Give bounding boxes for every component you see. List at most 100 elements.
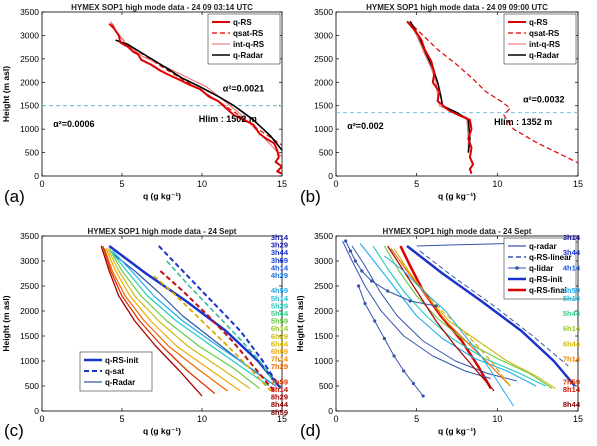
y-tick-label: 2500 bbox=[20, 54, 39, 64]
x-tick-label: 15 bbox=[573, 414, 583, 424]
x-tick-label: 0 bbox=[333, 179, 338, 189]
time-label: 4h14 bbox=[271, 263, 289, 272]
panel-d: HYMEX SOP1 high mode data - 24 Sept 0 5 10 1… bbox=[295, 227, 583, 440]
annotation: Hlim : 1352 m bbox=[494, 117, 552, 127]
time-label: 4h29 bbox=[271, 271, 288, 280]
series-line-11 bbox=[419, 250, 569, 367]
y-tick-label: 1000 bbox=[20, 356, 39, 366]
series-line-6 bbox=[383, 245, 553, 389]
chart-title: HYMEX SOP1 high mode data - 24 09 09:00 … bbox=[366, 3, 548, 12]
time-label: 5h44 bbox=[563, 309, 581, 318]
series-line-5 bbox=[372, 245, 546, 387]
time-label: 6h44 bbox=[563, 339, 581, 348]
legend-entry: q-lidar bbox=[529, 264, 553, 273]
time-label: 6h44 bbox=[271, 339, 289, 348]
legend-entry: qsat-RS bbox=[529, 29, 560, 38]
y-tick-label: 3500 bbox=[314, 7, 333, 17]
series-marker bbox=[421, 394, 425, 398]
annotation: α²=0.002 bbox=[347, 121, 383, 131]
y-tick-label: 3500 bbox=[20, 7, 39, 17]
legend: q-radar q-RS-linear q-lidar q-RS-init q-RS-f… bbox=[503, 237, 577, 300]
x-axis-label: q (g kg⁻¹) bbox=[143, 426, 181, 436]
series-line-11 bbox=[159, 270, 275, 392]
legend: q-RS-init q-sat q-Radar bbox=[79, 351, 153, 392]
y-tick-label: 1000 bbox=[20, 124, 39, 134]
time-label: 8h29 bbox=[271, 393, 288, 402]
series-marker bbox=[434, 304, 438, 308]
y-tick-label: 3500 bbox=[20, 231, 39, 241]
series-marker bbox=[348, 249, 353, 253]
panel-b: HYMEX SOP1 high mode data - 24 09 09:00 … bbox=[300, 3, 583, 206]
legend: q-RS qsat-RS int-q-RS q-Radar bbox=[207, 13, 281, 65]
series-line-q-radar bbox=[115, 39, 282, 151]
legend-entry: q-RS-final bbox=[529, 286, 567, 295]
legend-entry: q-Radar bbox=[233, 51, 263, 60]
x-tick-label: 0 bbox=[39, 179, 44, 189]
x-axis-label: q (g kg⁻¹) bbox=[438, 426, 476, 436]
series-marker bbox=[353, 259, 357, 263]
y-tick-label: 1500 bbox=[20, 101, 39, 111]
y-tick-label: 1500 bbox=[20, 331, 39, 341]
time-label: 5h29 bbox=[271, 301, 288, 310]
series-group bbox=[108, 21, 282, 175]
y-tick-label: 2500 bbox=[20, 281, 39, 291]
y-tick-label: 3000 bbox=[314, 30, 333, 40]
x-tick-label: 10 bbox=[197, 414, 207, 424]
series-group bbox=[342, 239, 578, 407]
series-line-0 bbox=[406, 245, 576, 387]
series-line-4 bbox=[110, 250, 270, 387]
y-tick-label: 2000 bbox=[20, 77, 39, 87]
legend-entry: q-Radar bbox=[105, 378, 135, 387]
panel-a: HYMEX SOP1 high mode data - 24 09 03:14 … bbox=[1, 3, 287, 206]
x-tick-label: 15 bbox=[277, 414, 287, 424]
x-tick-label: 10 bbox=[492, 179, 502, 189]
series-line-1 bbox=[399, 245, 492, 390]
time-label: 8h14 bbox=[563, 385, 581, 394]
series-line-13 bbox=[166, 260, 278, 387]
y-tick-label: 3000 bbox=[314, 256, 333, 266]
x-tick-label: 0 bbox=[333, 414, 338, 424]
x-tick-label: 10 bbox=[492, 414, 502, 424]
series-line-8 bbox=[103, 248, 228, 392]
time-label: 8h59 bbox=[271, 408, 288, 417]
y-tick-label: 2500 bbox=[314, 281, 333, 291]
time-label: 8h44 bbox=[563, 400, 581, 409]
series-line-5 bbox=[108, 248, 260, 389]
series-line-8 bbox=[390, 248, 511, 387]
series-line-13 bbox=[384, 255, 514, 407]
x-axis-label: q (g kg⁻¹) bbox=[143, 191, 181, 201]
time-label: 3h14 bbox=[271, 233, 289, 242]
series-line-4 bbox=[359, 243, 537, 387]
time-label: 5h59 bbox=[271, 317, 288, 326]
x-tick-label: 15 bbox=[277, 179, 287, 189]
series-marker bbox=[373, 319, 377, 323]
series-marker bbox=[369, 279, 374, 283]
time-label: 6h14 bbox=[563, 324, 581, 333]
series-group bbox=[406, 20, 578, 175]
y-axis-label: Height (m asl) bbox=[1, 66, 11, 122]
legend-entry: qsat-RS bbox=[233, 29, 264, 38]
time-label: 7h14 bbox=[271, 355, 289, 364]
time-label: 6h59 bbox=[271, 347, 288, 356]
series-marker bbox=[360, 269, 364, 273]
y-tick-label: 500 bbox=[319, 148, 333, 158]
panel-c: HYMEX SOP1 high mode data - 24 Sept 0 5 10 1… bbox=[1, 227, 289, 440]
panel-letter: (d) bbox=[300, 421, 321, 440]
series-marker bbox=[408, 299, 412, 303]
series-line-2 bbox=[342, 240, 492, 379]
series-line-1 bbox=[158, 245, 282, 390]
series-marker bbox=[356, 284, 361, 288]
y-tick-label: 0 bbox=[34, 406, 39, 416]
time-label: 7h29 bbox=[271, 362, 288, 371]
series-line-9 bbox=[102, 245, 216, 395]
y-tick-label: 500 bbox=[25, 381, 39, 391]
series-line-12 bbox=[153, 275, 272, 392]
x-axis-label: q (g kg⁻¹) bbox=[438, 191, 476, 201]
legend-entry: int-q-RS bbox=[529, 40, 561, 49]
y-tick-label: 2000 bbox=[314, 306, 333, 316]
time-label: 5h44 bbox=[271, 309, 289, 318]
series-marker bbox=[382, 336, 386, 341]
series-line-3 bbox=[111, 250, 276, 387]
time-label: 7h14 bbox=[563, 355, 581, 364]
